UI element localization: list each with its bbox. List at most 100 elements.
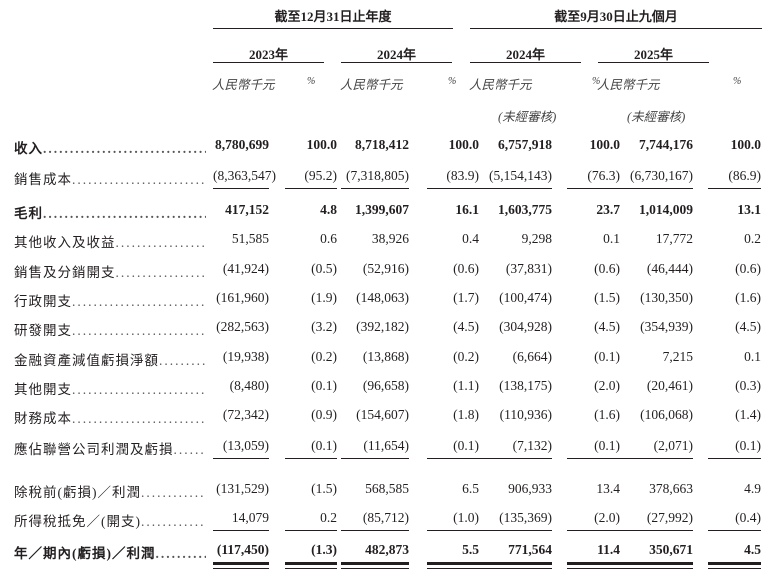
amount-cell: (106,068) bbox=[640, 407, 693, 422]
row-label: 財務成本....................................… bbox=[14, 407, 206, 427]
amount-cell: 1,603,775 bbox=[498, 202, 552, 217]
underline bbox=[470, 530, 552, 531]
row-label: 其他開支....................................… bbox=[14, 378, 206, 398]
percent-cell: (1.5) bbox=[311, 481, 337, 496]
amount-cell: (148,063) bbox=[356, 290, 409, 305]
amount-cell: (20,461) bbox=[646, 378, 693, 393]
row-label-text: 毛利 bbox=[14, 206, 43, 221]
percent-cell: (1.9) bbox=[311, 290, 337, 305]
unaudited-label: (未經審核) bbox=[627, 110, 686, 124]
amount-cell: (304,928) bbox=[499, 319, 552, 334]
unaudited-label: (未經審核) bbox=[498, 110, 557, 124]
underline bbox=[427, 530, 479, 531]
underline bbox=[341, 458, 409, 459]
row-label-text: 研發開支 bbox=[14, 323, 72, 338]
year-header-2024-9m: 2024年 bbox=[505, 47, 545, 62]
table-row: 毛利......................................… bbox=[0, 197, 778, 226]
table-row: 行政開支....................................… bbox=[0, 285, 778, 314]
percent-cell: 6.5 bbox=[462, 481, 479, 496]
amount-cell: 350,671 bbox=[649, 542, 693, 557]
row-label-text: 其他收入及收益 bbox=[14, 235, 116, 250]
row-label-text: 銷售及分銷開支 bbox=[14, 265, 116, 280]
dot-leader: ........................................… bbox=[72, 294, 206, 309]
percent-cell: (4.5) bbox=[594, 319, 620, 334]
percent-cell: (0.4) bbox=[735, 510, 761, 525]
percent-cell: (2.0) bbox=[594, 510, 620, 525]
dot-leader: ........................................… bbox=[72, 172, 206, 187]
percent-cell: (0.1) bbox=[594, 438, 620, 453]
percent-cell: (0.5) bbox=[311, 261, 337, 276]
underline bbox=[708, 458, 761, 459]
row-label: 銷售成本....................................… bbox=[14, 168, 206, 188]
amount-cell: 6,757,918 bbox=[498, 137, 552, 152]
underline bbox=[213, 458, 269, 459]
percent-cell: (4.5) bbox=[453, 319, 479, 334]
amount-cell: 51,585 bbox=[231, 231, 269, 246]
double-underline bbox=[341, 562, 409, 569]
amount-cell: 482,873 bbox=[365, 542, 409, 557]
divider bbox=[470, 62, 581, 63]
row-label-text: 金融資產減值虧損淨額 bbox=[14, 353, 159, 368]
double-underline bbox=[567, 562, 620, 569]
percent-cell: (0.6) bbox=[735, 261, 761, 276]
percent-cell: (1.1) bbox=[453, 378, 479, 393]
percent-cell: (4.5) bbox=[735, 319, 761, 334]
amount-cell: (131,529) bbox=[216, 481, 269, 496]
underline bbox=[598, 458, 693, 459]
amount-cell: 8,718,412 bbox=[355, 137, 409, 152]
period-header-annual: 截至12月31日止年度 bbox=[274, 9, 392, 24]
dot-leader: ........................................… bbox=[43, 141, 206, 156]
income-statement-table: 收入......................................… bbox=[0, 132, 778, 569]
underline bbox=[213, 188, 269, 189]
underline bbox=[567, 530, 620, 531]
percent-cell: (0.1) bbox=[594, 349, 620, 364]
row-label-text: 財務成本 bbox=[14, 411, 72, 426]
amount-cell: 378,663 bbox=[649, 481, 693, 496]
amount-cell: (85,712) bbox=[362, 510, 409, 525]
amount-cell: (2,071) bbox=[653, 438, 693, 453]
row-label: 除稅前(虧損)／利潤..............................… bbox=[14, 481, 206, 501]
amount-cell: (5,154,143) bbox=[489, 168, 552, 183]
table-row: 應佔聯營公司利潤及虧損.............................… bbox=[0, 433, 778, 462]
unit-label: 人民幣千元 bbox=[212, 78, 275, 92]
percent-cell: (0.1) bbox=[311, 438, 337, 453]
table-row: 研發開支....................................… bbox=[0, 314, 778, 343]
amount-cell: (6,730,167) bbox=[630, 168, 693, 183]
underline bbox=[708, 530, 761, 531]
percent-cell: (1.6) bbox=[594, 407, 620, 422]
row-label: 應佔聯營公司利潤及虧損.............................… bbox=[14, 438, 206, 458]
percent-cell: (1.7) bbox=[453, 290, 479, 305]
percent-cell: 100.0 bbox=[589, 137, 620, 152]
percent-cell: 100.0 bbox=[730, 137, 761, 152]
percent-cell: 0.1 bbox=[744, 349, 761, 364]
percent-cell: (0.2) bbox=[453, 349, 479, 364]
percent-cell: 16.1 bbox=[455, 202, 479, 217]
amount-cell: 38,926 bbox=[371, 231, 409, 246]
percent-cell: (0.1) bbox=[453, 438, 479, 453]
row-label: 收入......................................… bbox=[14, 137, 206, 157]
underline bbox=[470, 188, 552, 189]
row-label-text: 收入 bbox=[14, 141, 43, 156]
amount-cell: (7,318,805) bbox=[346, 168, 409, 183]
unit-label: 人民幣千元 bbox=[469, 78, 532, 92]
percent-cell: (76.3) bbox=[587, 168, 620, 183]
row-label: 研發開支....................................… bbox=[14, 319, 206, 339]
dot-leader: ........................................… bbox=[72, 411, 206, 426]
table-row: 財務成本....................................… bbox=[0, 402, 778, 431]
row-label-text: 所得稅抵免／(開支) bbox=[14, 514, 141, 529]
dot-leader: ........................................… bbox=[155, 546, 207, 561]
divider bbox=[598, 62, 709, 63]
percent-cell: 0.4 bbox=[462, 231, 479, 246]
underline bbox=[213, 530, 269, 531]
percent-cell: (1.6) bbox=[735, 290, 761, 305]
amount-cell: 1,014,009 bbox=[639, 202, 693, 217]
table-row: 其他開支....................................… bbox=[0, 373, 778, 402]
amount-cell: (37,831) bbox=[505, 261, 552, 276]
amount-cell: (96,658) bbox=[362, 378, 409, 393]
underline bbox=[341, 530, 409, 531]
amount-cell: (135,369) bbox=[499, 510, 552, 525]
percent-cell: (0.1) bbox=[735, 438, 761, 453]
amount-cell: (13,868) bbox=[362, 349, 409, 364]
row-label-text: 其他開支 bbox=[14, 382, 72, 397]
percent-cell: 23.7 bbox=[596, 202, 620, 217]
